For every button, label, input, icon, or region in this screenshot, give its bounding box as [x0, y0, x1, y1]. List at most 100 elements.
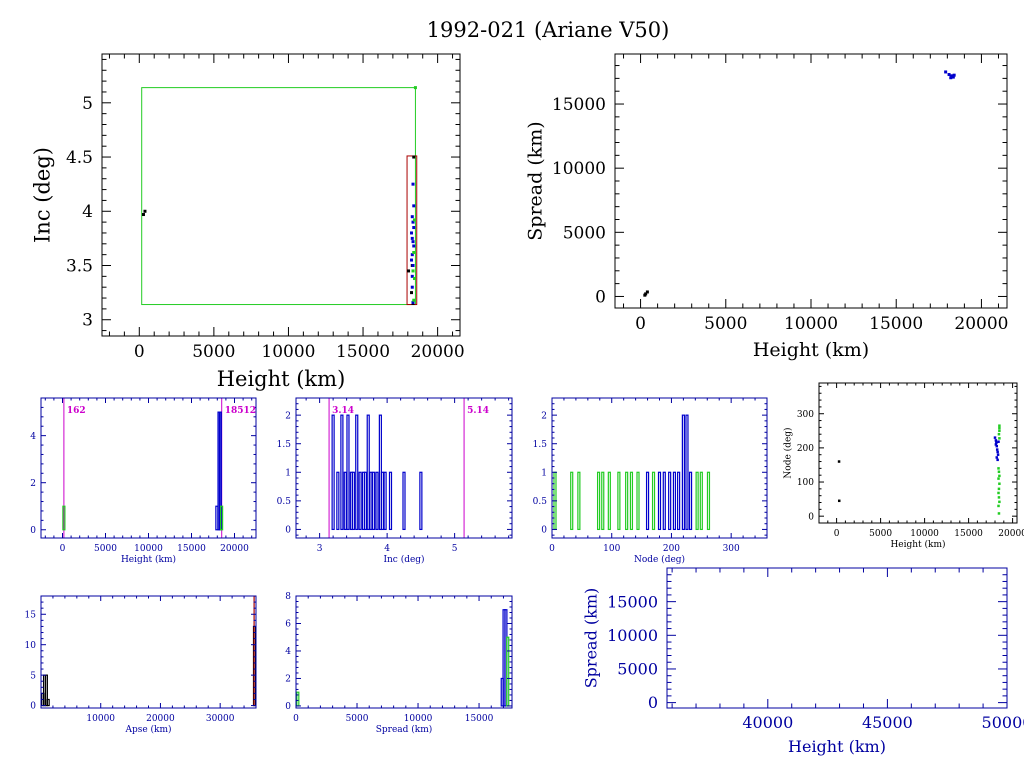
data-point [998, 500, 1001, 504]
histogram-bar [657, 471, 662, 531]
histogram-bar [625, 471, 629, 531]
histogram-bar [340, 414, 344, 531]
data-point [141, 213, 145, 217]
data-point [413, 218, 417, 222]
y-tick-label: 1.5 [533, 440, 548, 450]
histogram-bar [355, 414, 359, 531]
x-tick-label: 15000 [177, 544, 206, 554]
plot-area [141, 86, 418, 306]
y-tick-label: 0 [30, 702, 36, 712]
data-point [947, 73, 951, 77]
data-point [412, 226, 416, 230]
histogram-bar [331, 414, 335, 531]
x-axis-label: Apse (km) [124, 724, 171, 735]
axes-frame [295, 397, 513, 539]
histogram-bar [62, 505, 66, 531]
data-point [997, 512, 1001, 515]
x-axis-label: Spread (km) [376, 724, 433, 735]
histogram-bar [358, 471, 362, 531]
x-tick-label: 5000 [94, 544, 117, 554]
histogram-bar [677, 471, 681, 531]
plot-area [643, 70, 956, 297]
figure-title: 1992-021 (Ariane V50) [427, 18, 670, 42]
histogram-bar [601, 471, 605, 531]
histogram-bar [366, 414, 370, 531]
data-point [410, 274, 414, 278]
data-point [997, 496, 1001, 499]
y-axis-label: Spread (km) [581, 588, 600, 689]
chart-node_hist: 0 100 200 300 0 0.5 1 1.5 2 Node (deg) [533, 397, 768, 565]
x-axis-label: Height (km) [788, 737, 886, 756]
y-tick-label: 1 [541, 468, 547, 478]
data-point [994, 439, 998, 442]
histogram-bar [369, 471, 373, 531]
x-tick-label: 15000 [336, 342, 390, 362]
data-point [952, 73, 956, 77]
histogram-bar [336, 471, 340, 531]
data-point [410, 215, 414, 219]
x-tick-label: 200 [663, 544, 680, 554]
y-tick-label: 0.5 [277, 497, 292, 507]
axes-frame [40, 397, 257, 539]
data-point [998, 426, 1001, 430]
x-tick-label: 0 [834, 529, 840, 539]
histogram-bar [346, 414, 350, 531]
y-tick-label: 100 [797, 478, 814, 488]
y-axis-label: Node (deg) [782, 427, 793, 478]
data-point [143, 209, 147, 213]
histogram-bar [343, 471, 347, 531]
data-point [645, 290, 649, 294]
y-tick-label: 0 [808, 512, 814, 522]
data-point [997, 432, 1001, 436]
histogram-bar [688, 471, 693, 531]
y-tick-label: 15000 [607, 592, 658, 611]
axes-frame [818, 382, 1018, 524]
x-tick-label: 0 [549, 544, 555, 554]
histogram-bar [46, 698, 50, 707]
y-tick-label: 10000 [607, 626, 658, 645]
axes-frame [101, 53, 461, 337]
histogram-bar [681, 414, 685, 531]
histogram-bar [577, 471, 581, 531]
marker-label: 3.14 [332, 406, 354, 416]
data-point [644, 292, 648, 296]
y-tick-label: 4 [82, 202, 93, 222]
data-point [412, 244, 416, 248]
data-point [998, 482, 1001, 485]
y-axis-label: Spread (km) [524, 121, 546, 240]
y-tick-label: 0 [285, 526, 291, 536]
histogram-bar [363, 471, 368, 531]
data-point [995, 448, 999, 451]
histogram-bar [506, 636, 510, 707]
axes-frame [551, 397, 768, 539]
histogram-bar [296, 691, 300, 707]
x-tick-label: 10000 [910, 529, 939, 539]
x-axis-label: Inc (deg) [383, 554, 424, 565]
data-point [996, 458, 999, 462]
histogram-bar [596, 471, 601, 531]
y-tick-label: 2 [541, 411, 547, 421]
y-tick-label: 5 [82, 94, 93, 114]
y-tick-label: 10 [25, 641, 37, 651]
marker-label: 18512 [225, 406, 256, 416]
histogram-bar [380, 471, 384, 531]
data-point [411, 240, 415, 244]
histogram-bar [685, 414, 689, 531]
data-point [837, 499, 841, 503]
histogram-bar [672, 471, 677, 531]
x-tick-label: 20000 [998, 529, 1024, 539]
y-tick-label: 4 [285, 647, 291, 657]
plot-area [553, 414, 711, 531]
data-point [412, 155, 416, 159]
y-tick-label: 300 [797, 410, 814, 420]
bounding-box [141, 87, 416, 306]
chart-apse_hist: 10000 20000 30000 0 5 10 15 Apse (km) [25, 595, 257, 735]
x-tick-label: 0 [635, 314, 646, 334]
data-point [995, 441, 998, 445]
axes-frame [40, 595, 257, 709]
data-point [411, 300, 415, 304]
histogram-bar [570, 471, 574, 531]
data-point [998, 437, 1001, 440]
y-tick-label: 0 [595, 287, 606, 307]
